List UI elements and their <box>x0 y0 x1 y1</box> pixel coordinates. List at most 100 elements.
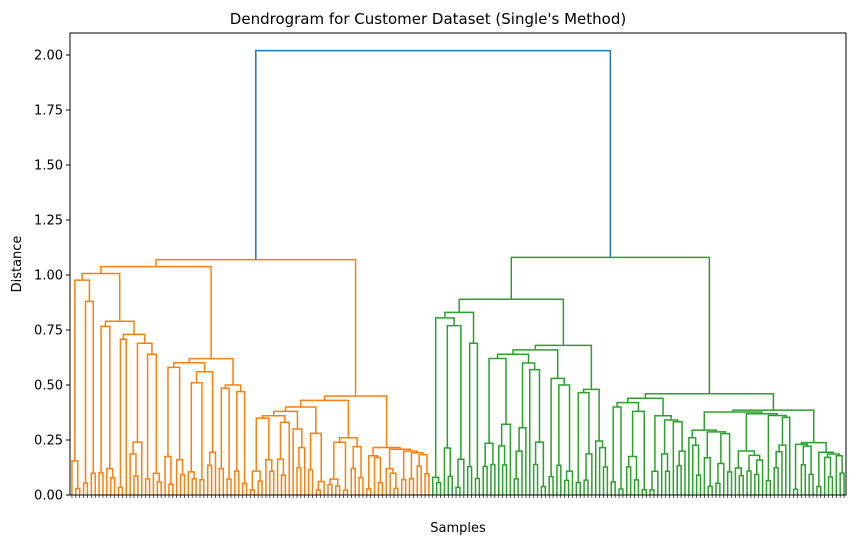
merge-link <box>466 465 473 495</box>
merge-link <box>106 467 114 495</box>
merge-link <box>408 477 415 495</box>
merge-link <box>738 474 744 495</box>
merge-link <box>649 489 655 495</box>
merge-link <box>117 486 124 495</box>
merge-link <box>626 466 632 495</box>
merge-link <box>512 349 559 379</box>
merge-link <box>279 421 290 495</box>
merge-link <box>715 482 721 495</box>
merge-link <box>641 489 647 495</box>
merge-link <box>734 467 742 495</box>
merge-link <box>765 479 772 495</box>
merge-link <box>393 487 399 495</box>
merge-link <box>175 458 184 495</box>
merge-link <box>104 320 135 335</box>
merge-link <box>585 453 593 495</box>
merge-link <box>482 465 488 495</box>
merge-link <box>794 443 808 490</box>
merge-link <box>497 445 506 495</box>
merge-link <box>660 453 669 495</box>
plot-frame <box>69 32 847 496</box>
y-tick-label: 0.00 <box>34 489 63 504</box>
merge-link <box>152 472 160 495</box>
y-tick-label: 1.00 <box>34 269 63 284</box>
merge-link <box>676 464 682 495</box>
merge-link <box>191 477 197 495</box>
merge-link <box>818 451 835 487</box>
merge-link <box>521 362 536 428</box>
merge-link <box>458 298 565 346</box>
y-tick-label: 0.75 <box>34 324 63 339</box>
merge-link <box>418 453 428 474</box>
merge-link <box>627 397 664 416</box>
merge-link <box>781 416 791 495</box>
merge-link <box>358 476 364 495</box>
merge-link <box>255 417 270 472</box>
merge-link <box>691 444 700 495</box>
merge-link <box>276 458 285 495</box>
merge-link <box>98 472 104 495</box>
merge-link <box>333 441 347 491</box>
merge-link <box>501 464 508 495</box>
merge-link <box>424 472 430 495</box>
merge-link <box>558 384 571 472</box>
merge-link <box>100 325 111 473</box>
merge-link <box>631 410 645 490</box>
merge-link <box>691 429 718 438</box>
merge-link <box>410 452 424 479</box>
merge-link <box>767 414 787 481</box>
merge-link <box>748 454 761 471</box>
merge-link <box>296 466 302 495</box>
merge-link <box>342 489 349 495</box>
merge-link <box>199 478 205 495</box>
merge-link <box>800 441 827 453</box>
merge-link <box>457 458 465 495</box>
merge-link <box>582 388 600 441</box>
merge-link <box>746 470 752 495</box>
merge-link <box>839 472 845 495</box>
merge-link <box>122 333 146 344</box>
merge-link <box>500 423 512 495</box>
y-tick-label: 0.25 <box>34 434 63 449</box>
merge-link <box>732 409 815 443</box>
merge-link <box>234 470 240 495</box>
merge-link <box>269 470 275 495</box>
merge-link <box>515 450 523 495</box>
merge-link <box>434 317 455 478</box>
merge-link <box>816 485 822 495</box>
merge-link <box>208 451 217 495</box>
merge-link <box>488 357 507 444</box>
merge-link <box>726 471 733 495</box>
merge-link <box>534 441 545 487</box>
merge-link <box>402 450 419 480</box>
y-tick-label: 1.25 <box>34 214 63 229</box>
merge-link <box>220 387 230 480</box>
merge-link <box>146 353 158 479</box>
merge-link <box>654 415 672 472</box>
merge-link <box>218 467 225 495</box>
merge-link <box>695 474 702 495</box>
merge-link <box>583 479 589 495</box>
merge-link <box>484 442 494 467</box>
merge-link <box>416 465 422 495</box>
x-axis-label: Samples <box>430 521 486 536</box>
merge-link <box>826 453 840 458</box>
merge-link <box>756 459 764 495</box>
merge-link <box>323 395 388 448</box>
merge-link <box>800 464 807 495</box>
merge-link <box>327 483 333 495</box>
merge-link <box>447 475 453 495</box>
merge-link <box>372 446 401 456</box>
merge-link <box>575 481 581 495</box>
merge-link <box>136 342 153 443</box>
merge-link <box>688 437 697 495</box>
merge-link <box>737 450 756 468</box>
merge-link <box>335 485 341 495</box>
merge-link <box>651 470 659 495</box>
merge-link <box>468 342 479 479</box>
merge-link <box>236 390 246 484</box>
chart-title: Dendrogram for Customer Dataset (Single'… <box>230 10 626 28</box>
merge-link <box>664 470 671 495</box>
merge-link <box>251 470 261 490</box>
